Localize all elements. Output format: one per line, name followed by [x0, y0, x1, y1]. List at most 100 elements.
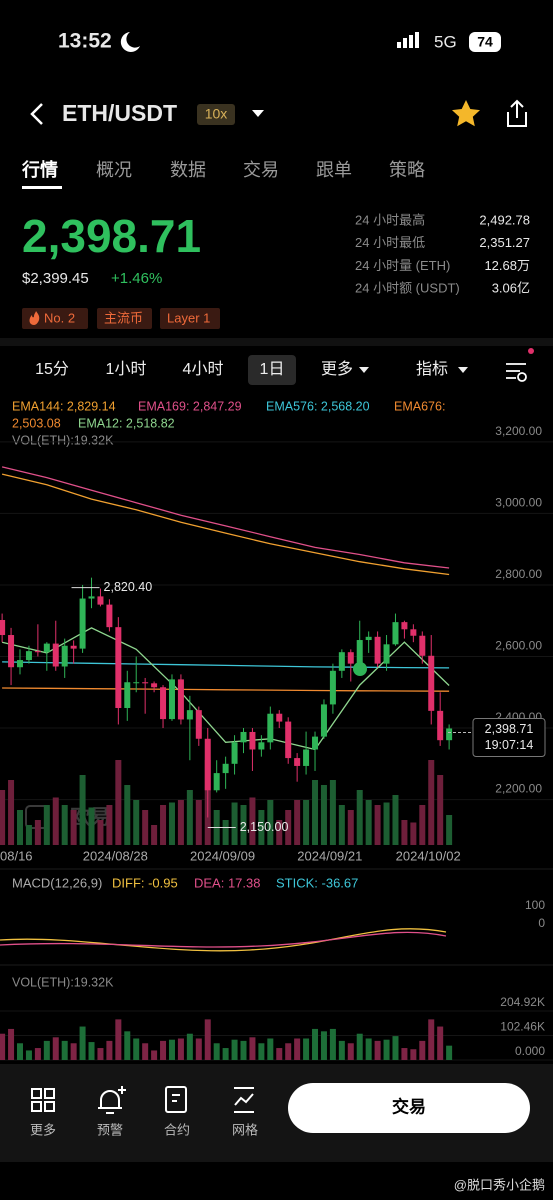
candle-body: [8, 635, 15, 668]
volume-panel-bar: [160, 1040, 167, 1060]
volume-panel-bar: [124, 1031, 131, 1060]
candle-body: [258, 742, 265, 750]
flame-icon: [29, 311, 40, 325]
candle-body: [61, 645, 68, 667]
volume-bar: [446, 815, 453, 845]
volume-panel-bar: [312, 1028, 319, 1060]
volume-panel-bar: [303, 1038, 310, 1060]
candle-body: [428, 655, 435, 711]
volume-bar: [133, 800, 140, 845]
share-button[interactable]: [507, 99, 527, 127]
volume-panel-bar: [177, 1038, 184, 1060]
volume-panel-bar: [186, 1033, 193, 1060]
y-tick-label: 102.46K: [500, 1020, 545, 1034]
interval[interactable]: 1小时: [106, 360, 147, 378]
volume-panel-bar: [97, 1048, 104, 1060]
tag-bg: [160, 308, 220, 329]
candle-body: [17, 660, 23, 668]
ema-legend: EMA12: 2,518.82: [78, 416, 175, 430]
volume-bar: [240, 805, 247, 845]
tag: 主流币: [104, 310, 143, 325]
divider: [0, 338, 553, 346]
ema-line: [2, 687, 450, 692]
volume-bar: [177, 800, 184, 845]
candle-body: [320, 704, 327, 737]
volume-panel-bar: [446, 1045, 453, 1060]
macd-line: [0, 928, 447, 952]
stat-value: 12.68万: [484, 258, 530, 273]
nav-label[interactable]: 网格: [232, 1122, 258, 1137]
interval[interactable]: 1日: [260, 361, 285, 378]
volume-panel-bar: [52, 1037, 59, 1060]
volume-panel-bar: [329, 1028, 336, 1060]
tab[interactable]: 跟单: [316, 160, 352, 180]
pair-dropdown[interactable]: [252, 110, 264, 117]
interval[interactable]: 15分: [35, 360, 69, 378]
volume-bar: [294, 800, 301, 845]
volume-panel-title: VOL(ETH):19.32K: [12, 975, 114, 989]
tab[interactable]: 行情: [21, 159, 58, 180]
current-price-box: [472, 717, 546, 757]
favorite-star[interactable]: [452, 100, 480, 127]
tab[interactable]: 数据: [170, 160, 206, 180]
candle-body: [419, 635, 426, 656]
high-label: 2,820.40: [104, 580, 153, 594]
tag: No. 2: [44, 310, 75, 325]
volume-panel-bar: [231, 1039, 238, 1060]
nav-label[interactable]: 合约: [164, 1122, 190, 1137]
volume-legend: VOL(ETH):19.32K: [12, 433, 114, 447]
current-price: 2,398.71: [485, 722, 534, 736]
tab[interactable]: 策略: [389, 160, 425, 180]
nav-label[interactable]: 更多: [30, 1122, 56, 1137]
candle-body: [303, 749, 310, 766]
trade-button[interactable]: [288, 1083, 530, 1133]
macd-tick-label: 0: [538, 916, 545, 930]
tab[interactable]: 概况: [96, 160, 132, 180]
macd-signal: [0, 931, 447, 948]
volume-bar: [258, 810, 265, 845]
tab[interactable]: 交易: [243, 160, 279, 180]
volume-panel-bar: [88, 1042, 95, 1060]
trade-button-label[interactable]: 交易: [392, 1096, 426, 1116]
volume-bar: [338, 805, 345, 845]
volume-panel-bar: [133, 1038, 140, 1060]
volume-panel-bar: [285, 1043, 292, 1060]
y-tick-label: 204.92K: [500, 995, 545, 1009]
stat-label: 24 小时量 (ETH): [355, 258, 450, 273]
candle-body: [222, 763, 229, 774]
volume-bar: [320, 785, 327, 845]
interval[interactable]: 4小时: [183, 360, 224, 378]
volume-bar: [79, 775, 86, 845]
pair[interactable]: ETH/USDT: [62, 100, 177, 126]
candle-body: [249, 731, 256, 750]
volume-bar: [312, 780, 319, 845]
y-tick-label: 3,000.00: [495, 496, 542, 510]
last-price: 2,398.71: [22, 210, 201, 262]
volume-panel-bar: [258, 1043, 265, 1060]
interval[interactable]: 指标: [416, 360, 448, 378]
volume-panel-bar: [338, 1040, 345, 1060]
signal-icon: [397, 32, 419, 48]
nav-label[interactable]: 预警: [97, 1122, 123, 1137]
x-tick-label: 08/16: [0, 848, 33, 863]
stat-value: 2,492.78: [479, 212, 530, 227]
back-button[interactable]: [30, 103, 43, 125]
volume-panel-bar: [142, 1043, 149, 1060]
current-time: 19:07:14: [485, 738, 534, 752]
candle-body: [0, 620, 6, 636]
volume-bar: [303, 800, 310, 845]
volume-panel-bar: [437, 1026, 444, 1060]
tag-bg: [22, 308, 88, 329]
dropdown-arrow: [458, 367, 468, 373]
volume-panel-bar: [17, 1043, 23, 1060]
ema-legend: 2,503.08: [12, 416, 61, 430]
clock: 13:52: [58, 30, 112, 53]
stat-value: 2,351.27: [479, 235, 530, 250]
candle-body: [70, 645, 77, 649]
interval[interactable]: 更多: [321, 360, 353, 378]
volume-panel-bar: [61, 1040, 68, 1060]
volume-panel-bar: [276, 1048, 283, 1060]
chart-settings[interactable]: [506, 363, 527, 382]
candle-body: [240, 731, 247, 743]
